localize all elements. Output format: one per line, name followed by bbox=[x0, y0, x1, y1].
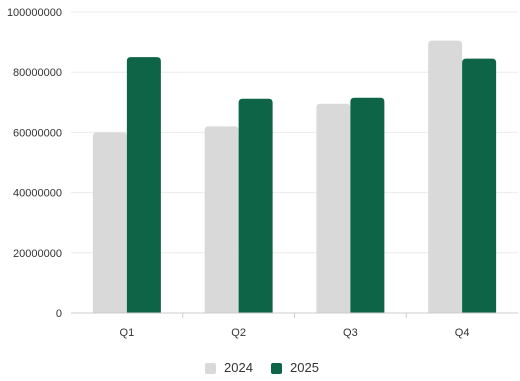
y-tick-label: 0 bbox=[56, 308, 62, 320]
y-tick-label: 20000000 bbox=[13, 248, 62, 260]
y-tick-label: 60000000 bbox=[13, 127, 62, 139]
bar-2024-q4[interactable] bbox=[428, 40, 463, 313]
bar-2025-q4[interactable] bbox=[462, 58, 497, 313]
x-tick-label: Q4 bbox=[455, 327, 470, 339]
legend: 2024 2025 bbox=[205, 360, 319, 375]
y-tick-label: 80000000 bbox=[13, 67, 62, 79]
bar-2024-q1[interactable] bbox=[92, 132, 127, 313]
x-tick-label: Q2 bbox=[231, 327, 246, 339]
y-tick-label: 100000000 bbox=[7, 7, 62, 19]
bar-2025-q3[interactable] bbox=[350, 97, 385, 313]
legend-label-2025[interactable]: 2025 bbox=[290, 360, 319, 375]
y-axis: 0 20000000 40000000 60000000 80000000 1000000… bbox=[7, 7, 62, 320]
bar-2024-q2[interactable] bbox=[204, 126, 239, 313]
bars bbox=[92, 40, 497, 314]
y-tick-label: 40000000 bbox=[13, 188, 62, 200]
legend-swatch-2024 bbox=[205, 363, 216, 374]
bar-2025-q1[interactable] bbox=[126, 57, 161, 314]
x-axis: Q1 Q2 Q3 Q4 bbox=[71, 312, 518, 339]
x-tick-label: Q3 bbox=[343, 327, 358, 339]
bar-2025-q2[interactable] bbox=[238, 98, 273, 313]
legend-swatch-2025 bbox=[271, 363, 282, 374]
x-tick-label: Q1 bbox=[120, 327, 135, 339]
legend-label-2024[interactable]: 2024 bbox=[224, 360, 253, 375]
bar-2024-q3[interactable] bbox=[316, 103, 351, 314]
